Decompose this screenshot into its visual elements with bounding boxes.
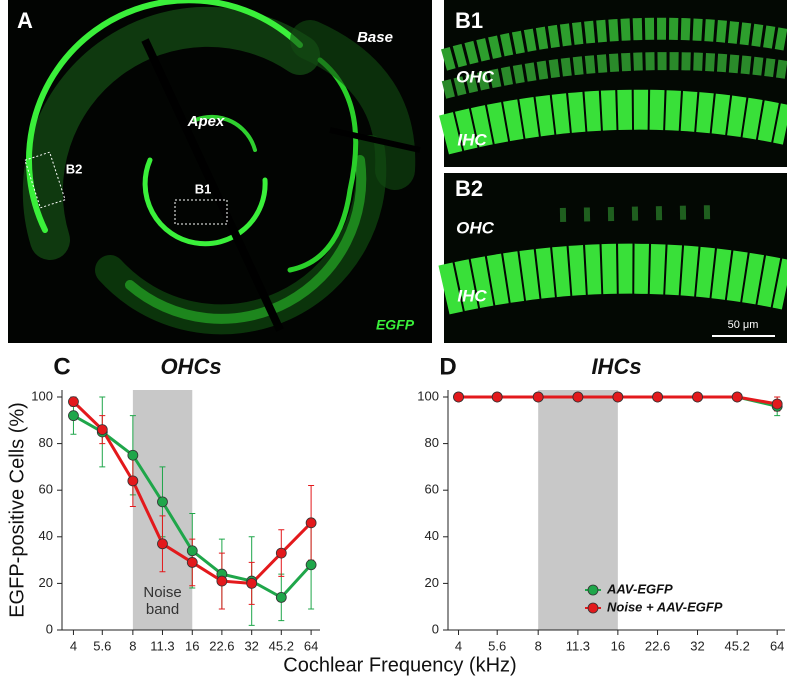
y-tick-label: 20 — [425, 575, 439, 590]
data-point — [453, 391, 464, 403]
x-tick-label: 11.3 — [150, 638, 174, 653]
x-tick-label: 4 — [455, 638, 462, 653]
legend-marker — [587, 584, 599, 596]
y-tick-label: 80 — [425, 435, 439, 450]
data-point — [186, 545, 198, 557]
y-tick-label: 100 — [417, 388, 439, 403]
scale-bar-label: 50 μm — [728, 319, 759, 331]
x-tick-label: 8 — [535, 638, 542, 653]
y-tick-label: 0 — [432, 621, 439, 636]
data-point — [275, 591, 287, 603]
y-tick-label: 20 — [39, 575, 53, 590]
panel-letter: C — [53, 353, 70, 380]
data-point — [246, 577, 258, 589]
data-point — [305, 517, 317, 529]
y-tick-label: 80 — [39, 435, 53, 450]
y-tick-label: 40 — [39, 528, 53, 543]
x-axis-label: Cochlear Frequency (kHz) — [283, 654, 516, 676]
x-tick-label: 16 — [185, 638, 199, 653]
x-tick-label: 16 — [611, 638, 625, 653]
data-point — [652, 391, 663, 403]
band-label: Noise band — [143, 584, 182, 618]
panel-letter: A — [17, 8, 33, 33]
data-point — [771, 398, 783, 410]
legend-label: Noise + AAV-EGFP — [607, 599, 723, 614]
image-label: Apex — [187, 113, 225, 130]
panel-letter: B1 — [455, 8, 483, 33]
chart-title: IHCs — [591, 354, 641, 379]
x-tick-label: 22.6 — [645, 638, 670, 653]
micrograph-b2: B2 OHC IHC 50 μm — [438, 173, 787, 343]
image-label: B1 — [195, 181, 212, 196]
image-label: IHC — [457, 130, 487, 149]
data-point — [491, 391, 503, 403]
x-tick-label: 64 — [770, 638, 784, 653]
stain-label: EGFP — [376, 317, 415, 333]
data-point — [127, 449, 139, 461]
x-tick-label: 22.6 — [209, 638, 234, 653]
shaded-band — [538, 390, 618, 630]
x-tick-label: 11.3 — [566, 638, 590, 653]
y-tick-label: 100 — [31, 388, 53, 403]
chart-title: OHCs — [160, 354, 221, 379]
x-tick-label: 32 — [244, 638, 258, 653]
y-tick-label: 0 — [46, 621, 53, 636]
data-point — [532, 391, 544, 403]
x-tick-label: 64 — [304, 638, 318, 653]
data-point — [68, 396, 79, 408]
data-point — [305, 559, 317, 571]
x-tick-label: 32 — [690, 638, 704, 653]
x-tick-label: 8 — [129, 638, 136, 653]
x-tick-label: 5.6 — [488, 638, 506, 653]
x-tick-label: 45.2 — [725, 638, 750, 653]
panel-letter: B2 — [455, 176, 483, 201]
data-point — [157, 496, 168, 508]
data-point — [96, 424, 108, 436]
image-label: IHC — [457, 286, 487, 305]
y-tick-label: 60 — [425, 482, 439, 497]
y-axis-label: EGFP-positive Cells (%) — [6, 402, 28, 618]
x-tick-label: 45.2 — [269, 638, 294, 653]
data-point — [68, 410, 79, 422]
data-point — [275, 547, 287, 559]
image-label: Base — [357, 29, 393, 46]
micrograph-b1: B1 OHC IHC — [439, 0, 787, 167]
data-point — [731, 391, 743, 403]
data-point — [572, 391, 584, 403]
data-point — [127, 475, 139, 487]
legend-label: AAV-EGFP — [606, 581, 673, 596]
data-point — [612, 391, 624, 403]
y-tick-label: 60 — [39, 482, 53, 497]
x-tick-label: 4 — [70, 638, 77, 653]
micrograph-a: A Base Apex B2 B1 EGFP — [8, 0, 432, 343]
data-point — [186, 557, 198, 568]
legend-marker — [587, 602, 599, 614]
image-label: OHC — [456, 218, 495, 237]
panel-letter: D — [439, 353, 456, 380]
y-tick-label: 40 — [425, 528, 439, 543]
x-tick-label: 5.6 — [93, 638, 111, 653]
data-point — [216, 575, 228, 587]
data-point — [692, 391, 703, 403]
image-label: B2 — [66, 161, 83, 176]
data-point — [157, 538, 168, 550]
image-label: OHC — [456, 67, 495, 86]
